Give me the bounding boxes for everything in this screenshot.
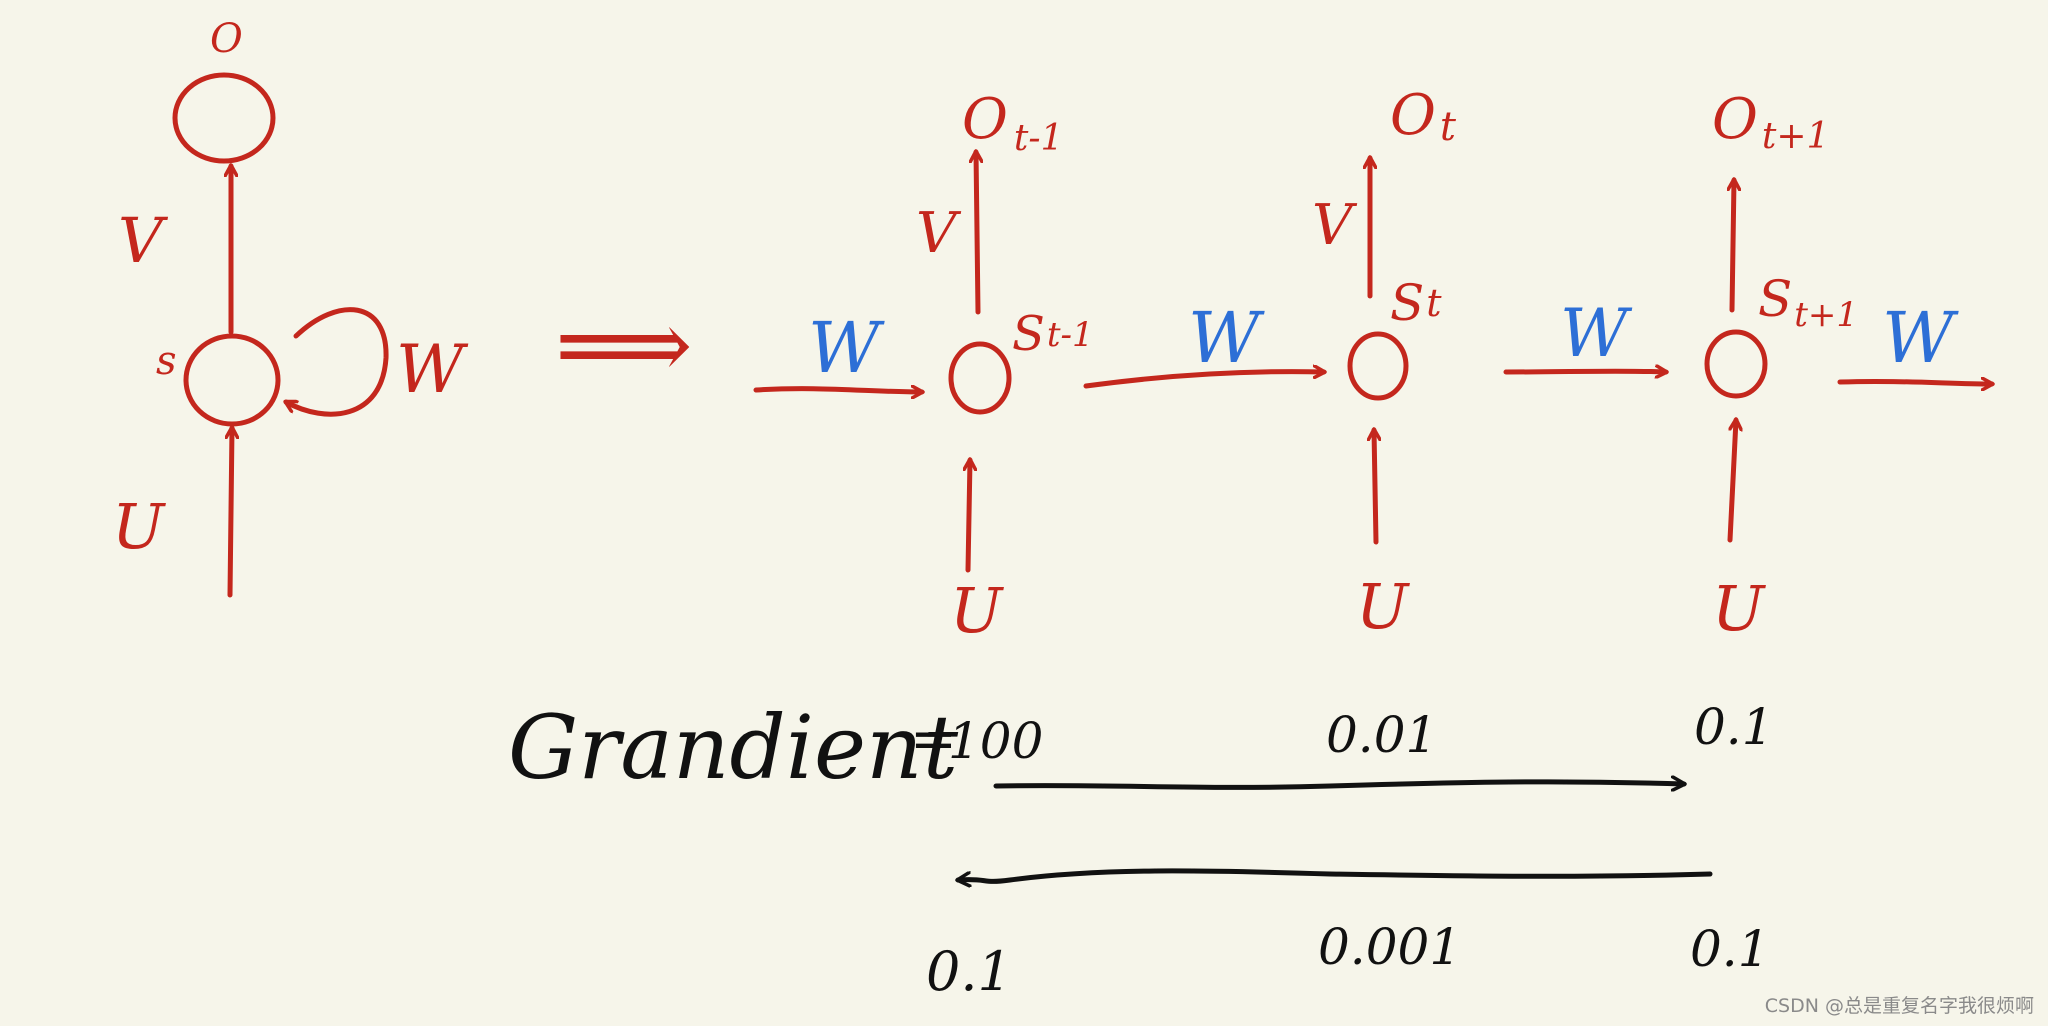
gradient-section: Grandient = 100 0.01 0.1 0.1 0.001 0.1 (508, 696, 1774, 1003)
folded-w-label: W (396, 331, 469, 408)
state-node-t-minus-1 (948, 341, 1012, 415)
gradient-label: Grandient (508, 696, 959, 799)
gradient-forward-value-1: 100 (948, 712, 1043, 770)
v-label-t: V (1312, 193, 1358, 258)
u-arrow-t-minus-1 (968, 460, 970, 573)
unfolded-w-arrow-2 (1083, 372, 1324, 389)
u-label-t-plus-1: U (1712, 572, 1766, 645)
folded-u-arrow (230, 428, 232, 598)
state-label-t: St (1390, 274, 1442, 332)
state-label-t-plus-1: St+1 (1758, 270, 1858, 335)
folded-v-label: V (118, 204, 169, 277)
gradient-backward-value-2: 0.001 (1318, 918, 1461, 976)
folded-output-node (172, 72, 276, 164)
v-arrow-t-plus-1 (1732, 180, 1734, 313)
unfolded-w-arrow-1 (753, 389, 922, 392)
gradient-backward-value-1: 0.1 (926, 940, 1012, 1003)
implies-arrow: ⟹ (555, 289, 693, 401)
gradient-forward-arrow (993, 782, 1684, 788)
unfolded-w-label-4: W (1882, 297, 1959, 379)
state-node-t-plus-1 (1704, 329, 1768, 399)
u-arrow-t-plus-1 (1727, 420, 1736, 543)
folded-output-label: O (210, 16, 243, 62)
state-node-t (1347, 331, 1409, 401)
unfolded-w-label-3: W (1560, 295, 1633, 372)
v-arrow-t-minus-1 (976, 152, 978, 315)
folded-state-node (183, 333, 281, 427)
folded-rnn: O V s W U (112, 16, 469, 598)
gradient-backward-value-3: 0.1 (1690, 920, 1770, 978)
csdn-watermark: CSDN @总是重复名字我很烦啊 (1764, 995, 2034, 1017)
gradient-forward-value-3: 0.1 (1694, 698, 1774, 756)
folded-u-label: U (112, 490, 166, 563)
gradient-forward-value-2: 0.01 (1326, 706, 1437, 764)
u-arrow-t (1374, 430, 1376, 545)
u-label-t: U (1356, 570, 1410, 643)
v-label-t-minus-1: V (916, 201, 962, 266)
gradient-backward-arrow (958, 868, 1713, 882)
state-label-t-minus-1: St-1 (1012, 306, 1094, 362)
unfolded-w-label-2: W (1188, 297, 1265, 379)
unfolded-w-arrow-3 (1503, 371, 1666, 372)
unfolded-w-arrow-4 (1837, 381, 1992, 384)
unfolded-w-label-1: W (808, 307, 885, 389)
folded-w-loop (286, 307, 389, 417)
u-label-t-minus-1: U (950, 574, 1004, 647)
folded-state-label: s (156, 338, 177, 384)
gradient-equals: = (910, 707, 957, 772)
